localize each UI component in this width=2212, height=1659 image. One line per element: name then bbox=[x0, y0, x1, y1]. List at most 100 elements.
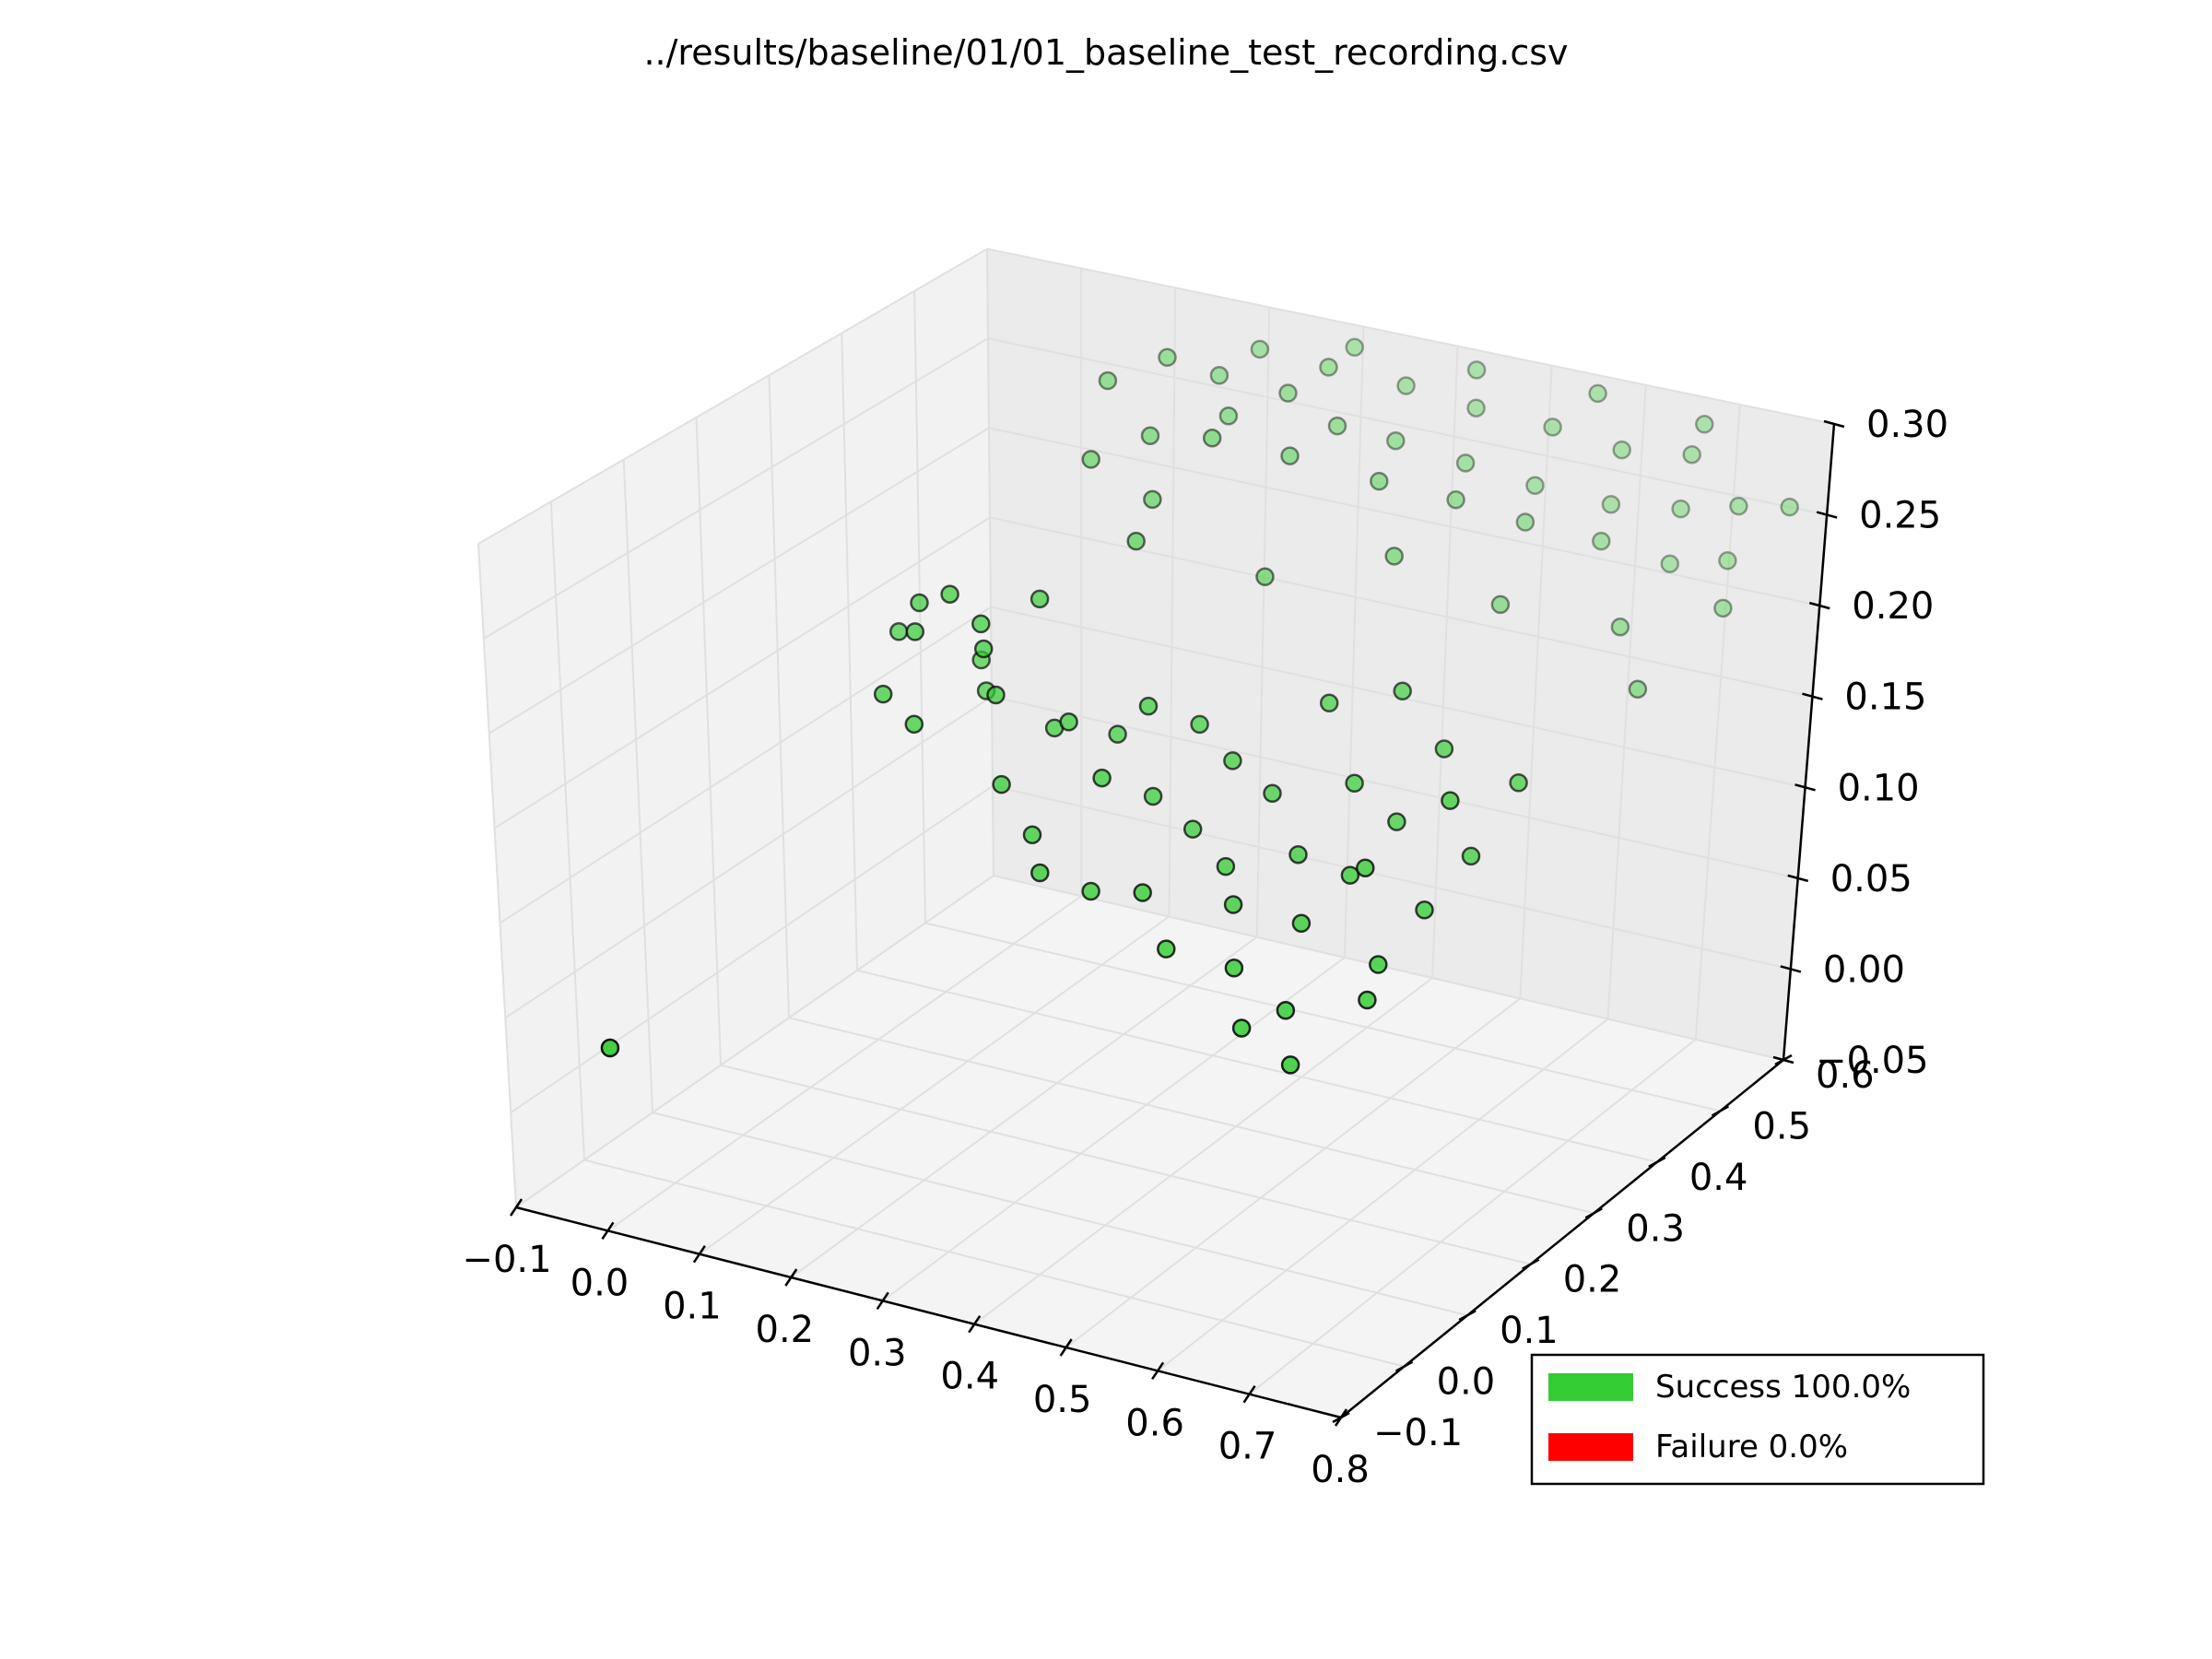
data-point bbox=[1182, 819, 1203, 839]
gridline-z-left bbox=[510, 785, 994, 1113]
y-tick-label: 0.2 bbox=[1563, 1259, 1622, 1301]
data-point bbox=[1030, 589, 1050, 609]
z-tick-label: 0.00 bbox=[1823, 948, 1905, 991]
z-tick-mark bbox=[1802, 692, 1823, 700]
x-tick-label: 0.0 bbox=[571, 1262, 629, 1304]
data-point bbox=[1515, 512, 1535, 532]
gridline-z-back bbox=[992, 784, 1792, 971]
y-tick-label: 0.1 bbox=[1500, 1310, 1559, 1352]
x-tick-mark bbox=[509, 1198, 524, 1217]
z-tick-label: 0.25 bbox=[1859, 495, 1941, 537]
z-tick-label: 0.20 bbox=[1852, 585, 1934, 628]
axes-panes bbox=[478, 249, 1834, 1418]
data-point bbox=[1209, 366, 1230, 385]
data-point bbox=[1370, 471, 1389, 491]
data-point bbox=[1393, 681, 1412, 701]
data-point bbox=[1718, 551, 1737, 571]
x-tick-mark bbox=[1059, 1338, 1073, 1357]
gridline-x-back bbox=[1343, 326, 1365, 958]
gridline-y-floor bbox=[924, 922, 1721, 1112]
gridline-y-left bbox=[841, 333, 858, 971]
x-tick-label: 0.8 bbox=[1311, 1449, 1370, 1491]
gridline-x-back bbox=[1255, 307, 1271, 937]
x-tick-mark bbox=[1151, 1361, 1165, 1381]
legend-label-failure: Failure 0.0% bbox=[1655, 1429, 1848, 1465]
data-point bbox=[1340, 865, 1360, 885]
data-point bbox=[1713, 598, 1733, 618]
z-tick-mark bbox=[1772, 1055, 1794, 1065]
x-tick-mark bbox=[784, 1268, 798, 1287]
data-point bbox=[1466, 398, 1486, 418]
x-tick-label: 0.7 bbox=[1218, 1426, 1277, 1468]
legend-swatch-success bbox=[1548, 1373, 1633, 1401]
x-tick-mark bbox=[601, 1221, 615, 1241]
gridline-y-floor bbox=[652, 1112, 1468, 1317]
data-point bbox=[1525, 476, 1545, 495]
pane-back bbox=[987, 249, 1834, 1060]
data-point bbox=[904, 714, 924, 735]
y-tick-label: 0.5 bbox=[1752, 1105, 1811, 1147]
gridline-z-back bbox=[986, 248, 1835, 425]
data-point bbox=[1022, 825, 1042, 845]
z-tick-label: −0.05 bbox=[1816, 1040, 1929, 1082]
gridline-z-back bbox=[991, 695, 1798, 879]
data-point bbox=[1081, 450, 1100, 469]
z-tick-mark bbox=[1780, 965, 1802, 973]
data-point bbox=[1224, 959, 1244, 978]
y-tick-mark bbox=[1522, 1258, 1540, 1270]
data-point bbox=[1138, 696, 1159, 716]
x-axis-line bbox=[515, 1206, 1342, 1419]
y-tick-mark bbox=[1458, 1310, 1477, 1322]
gridline-x-floor bbox=[882, 957, 1346, 1302]
data-point bbox=[1780, 497, 1799, 517]
data-point bbox=[1592, 531, 1611, 551]
gridline-z-left bbox=[504, 695, 993, 1019]
gridline-y-left bbox=[622, 459, 653, 1113]
data-point bbox=[1231, 1018, 1252, 1038]
data-point bbox=[1263, 783, 1282, 804]
data-point bbox=[1612, 440, 1631, 460]
x-tick-label: 0.1 bbox=[663, 1286, 722, 1328]
chart-title: ../results/baseline/01/01_baseline_test_… bbox=[643, 32, 1568, 73]
data-point bbox=[1157, 939, 1176, 959]
data-point bbox=[1276, 1001, 1296, 1020]
pane-left bbox=[478, 249, 994, 1207]
data-point bbox=[1218, 406, 1239, 426]
gridline-x-back bbox=[1519, 365, 1553, 999]
data-point bbox=[1396, 376, 1416, 395]
data-point bbox=[1345, 337, 1364, 358]
data-point bbox=[1490, 594, 1511, 615]
y-tick-mark bbox=[1648, 1156, 1666, 1168]
data-point bbox=[910, 593, 929, 613]
data-point bbox=[1223, 751, 1242, 771]
legend: Success 100.0% Failure 0.0% bbox=[1530, 1353, 1985, 1486]
x-tick-mark bbox=[876, 1291, 889, 1311]
gridline-z-back bbox=[988, 427, 1820, 607]
legend-swatch-failure bbox=[1548, 1433, 1633, 1461]
y-tick-label: 0.6 bbox=[1816, 1054, 1875, 1097]
data-point bbox=[986, 685, 1006, 705]
data-point bbox=[992, 774, 1011, 794]
x-tick-label: 0.5 bbox=[1033, 1379, 1092, 1421]
gridline-x-back bbox=[1168, 288, 1177, 917]
data-point bbox=[1387, 812, 1406, 831]
data-point bbox=[1369, 955, 1388, 974]
x-tick-mark bbox=[692, 1244, 706, 1264]
data-point bbox=[1509, 773, 1528, 793]
data-point bbox=[940, 584, 959, 604]
data-point bbox=[905, 622, 925, 641]
data-point bbox=[600, 1038, 620, 1058]
data-point bbox=[1092, 768, 1112, 788]
data-point bbox=[1278, 383, 1298, 403]
data-point bbox=[1356, 858, 1375, 877]
z-tick-label: 0.30 bbox=[1866, 404, 1948, 446]
z-tick-label: 0.05 bbox=[1830, 858, 1912, 900]
y-tick-label: 0.0 bbox=[1437, 1361, 1496, 1404]
data-point bbox=[1098, 371, 1118, 391]
gridline-z-left bbox=[483, 337, 989, 640]
gridline-x-back bbox=[1606, 384, 1647, 1019]
y-tick-mark bbox=[1332, 1411, 1350, 1424]
data-point bbox=[1543, 418, 1562, 437]
z-tick-mark bbox=[1823, 419, 1845, 429]
data-point bbox=[1250, 339, 1270, 359]
